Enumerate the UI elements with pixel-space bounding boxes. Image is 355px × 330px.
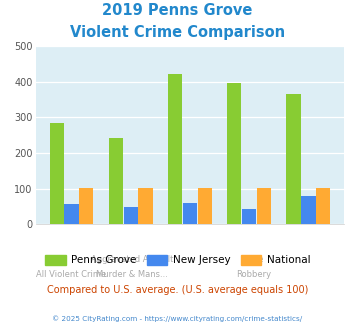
Bar [316, 188, 330, 224]
Bar [257, 188, 271, 224]
Bar [138, 188, 153, 224]
Text: Violent Crime Comparison: Violent Crime Comparison [70, 25, 285, 40]
Bar [301, 196, 316, 224]
Text: Rape: Rape [242, 255, 264, 264]
Bar [168, 74, 182, 224]
Bar [79, 188, 93, 224]
Bar [286, 94, 301, 224]
Text: 2019 Penns Grove: 2019 Penns Grove [102, 3, 253, 18]
Text: © 2025 CityRating.com - https://www.cityrating.com/crime-statistics/: © 2025 CityRating.com - https://www.city… [53, 315, 302, 322]
Bar [227, 83, 241, 224]
Text: All Violent Crime: All Violent Crime [36, 270, 106, 279]
Text: Robbery: Robbery [236, 270, 271, 279]
Bar [198, 188, 212, 224]
Bar [124, 207, 138, 224]
Bar [64, 204, 78, 224]
Text: Compared to U.S. average. (U.S. average equals 100): Compared to U.S. average. (U.S. average … [47, 285, 308, 295]
Bar [109, 138, 123, 224]
Legend: Penns Grove, New Jersey, National: Penns Grove, New Jersey, National [40, 251, 315, 270]
Bar [50, 123, 64, 224]
Bar [183, 203, 197, 224]
Bar [242, 210, 256, 224]
Text: Murder & Mans...: Murder & Mans... [96, 270, 168, 279]
Text: Aggravated Assault: Aggravated Assault [91, 255, 173, 264]
